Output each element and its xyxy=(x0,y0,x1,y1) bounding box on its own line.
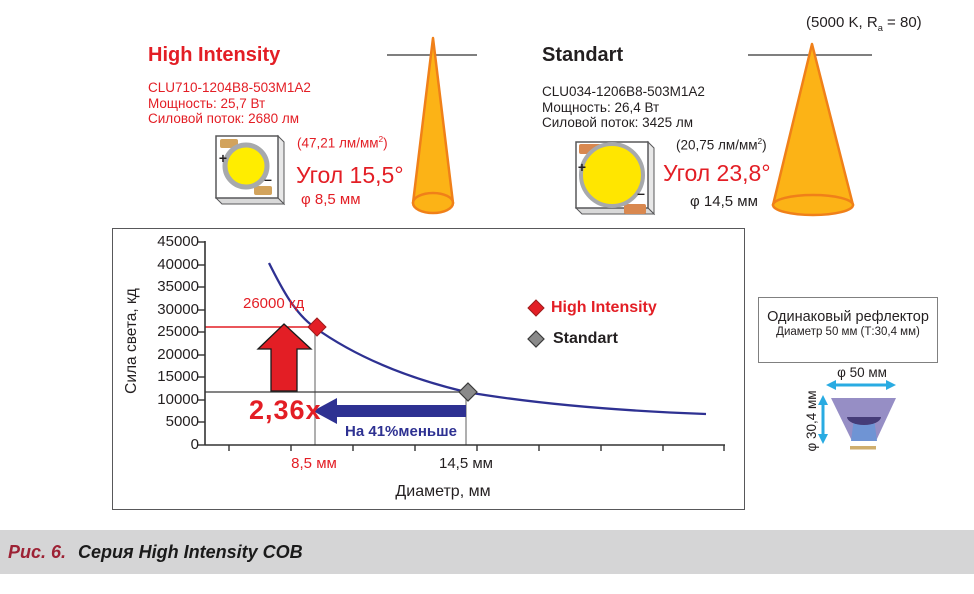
y-tick-40000: 40000 xyxy=(157,256,199,273)
y-tick-15000: 15000 xyxy=(157,368,199,385)
chip-emitter xyxy=(579,142,645,208)
reflector-led-dome xyxy=(847,417,881,425)
spec-note-pre: (5000 K, R xyxy=(806,14,878,31)
width-arrow-right-head xyxy=(886,380,896,390)
x-tick-marks xyxy=(228,445,725,451)
chip-side-face xyxy=(277,134,285,206)
y-tick-30000: 30000 xyxy=(157,301,199,318)
chip-plus-sign: + xyxy=(578,159,586,175)
standart-density-note: (20,75 лм/мм2) xyxy=(676,136,767,153)
cone-base xyxy=(411,191,455,215)
chip-side-face xyxy=(647,140,655,216)
standart-power: Мощность: 26,4 Вт xyxy=(542,100,660,115)
high-density-pre: (47,21 лм/мм xyxy=(297,135,379,151)
reflector-diagram xyxy=(818,380,896,450)
legend-label-standart: Standart xyxy=(553,330,618,347)
y-tick-0: 0 xyxy=(190,436,199,453)
cone-body xyxy=(771,42,855,207)
standart-density-sup: 2 xyxy=(757,136,763,146)
reduction-arrow-left xyxy=(313,398,466,424)
marker-standart xyxy=(458,382,478,402)
legend-marker-high-intensity xyxy=(527,299,545,317)
annotation-ratio-2_36x: 2,36x xyxy=(249,395,322,425)
reflector-box-subtitle: Диаметр 50 мм (Т:30,4 мм) xyxy=(776,326,920,338)
high-diameter-label: φ 8,5 мм xyxy=(301,191,361,208)
beam-cone-narrow-icon xyxy=(387,36,477,215)
high-density-post: ) xyxy=(383,135,388,151)
chip-minus-sign: – xyxy=(264,171,272,187)
reflector-note-box: Одинаковый рефлектор Диаметр 50 мм (Т:30… xyxy=(758,297,938,363)
y-tick-20000: 20000 xyxy=(157,346,199,363)
y-tick-10000: 10000 xyxy=(157,391,199,408)
color-spec-note: (5000 K, Ra = 80) xyxy=(806,14,922,33)
spec-note-sub: a xyxy=(877,23,883,33)
height-arrow-bottom-head xyxy=(818,434,828,444)
chip-bottom-face xyxy=(214,197,286,205)
figure-caption-text: Серия High Intensity COB xyxy=(78,541,303,562)
y-tick-25000: 25000 xyxy=(157,323,199,340)
beam-cone-wide-icon xyxy=(748,42,872,217)
cone-body xyxy=(411,36,455,205)
chart-area: 45000 40000 35000 30000 25000 20000 1500… xyxy=(112,228,745,510)
legend-label-high-intensity: High Intensity xyxy=(551,299,657,316)
annotation-26000cd: 26000 кд xyxy=(243,295,305,312)
chart-canvas xyxy=(198,241,725,451)
standart-density-post: ) xyxy=(762,137,767,153)
led-chip-standart-icon: + – xyxy=(574,140,656,216)
chip-emitter xyxy=(222,142,270,190)
x-tick-8_5mm: 8,5 мм xyxy=(291,455,337,472)
chip-pad-minus xyxy=(254,186,272,195)
legend-marker-standart xyxy=(527,330,545,348)
y-tick-35000: 35000 xyxy=(157,278,199,295)
figure-caption-bar: Рис. 6. Серия High Intensity COB xyxy=(0,530,974,574)
chip-plus-sign: + xyxy=(219,150,227,166)
y-tick-45000: 45000 xyxy=(157,233,199,250)
reflector-substrate xyxy=(850,446,876,450)
standart-title: Standart xyxy=(542,44,624,66)
annotation-41-percent-less: На 41%меньше xyxy=(345,423,457,440)
cone-base xyxy=(771,193,855,217)
x-axis-title: Диаметр, мм xyxy=(395,483,491,500)
y-tick-5000: 5000 xyxy=(165,413,199,430)
chip-pad-minus xyxy=(624,204,646,214)
standart-density-pre: (20,75 лм/мм xyxy=(676,137,758,153)
gain-arrow-up xyxy=(256,323,313,392)
reflector-box-title: Одинаковый рефлектор xyxy=(767,309,929,325)
high-density-note: (47,21 лм/мм2) xyxy=(297,134,388,151)
high-flux: Силовой поток: 2680 лм xyxy=(148,111,300,126)
chip-pad-plus xyxy=(220,139,238,148)
height-arrow-top-head xyxy=(818,395,828,405)
standart-angle-label: Угол 23,8° xyxy=(663,160,771,186)
y-tick-marks xyxy=(198,241,205,446)
high-part-number: CLU710-1204B8-503M1A2 xyxy=(148,80,311,95)
reflector-width-label: φ 50 мм xyxy=(837,365,887,380)
high-angle-label: Угол 15,5° xyxy=(296,162,404,188)
high-density-sup: 2 xyxy=(378,134,384,144)
standart-diameter-label: φ 14,5 мм xyxy=(690,193,758,210)
marker-high-intensity xyxy=(307,317,327,337)
standart-flux: Силовой поток: 3425 лм xyxy=(542,115,694,130)
y-axis-title: Сила света, кд xyxy=(123,288,140,394)
led-chip-high-icon: + – xyxy=(214,134,286,206)
standart-part-number: CLU034-1206B8-503M1A2 xyxy=(542,84,705,99)
spec-note-post: = 80) xyxy=(882,14,922,31)
x-tick-14_5mm: 14,5 мм xyxy=(439,455,493,472)
figure-number: Рис. 6. xyxy=(8,541,67,562)
high-intensity-title: High Intensity xyxy=(148,44,281,66)
width-arrow-left-head xyxy=(826,380,836,390)
intensity-curve xyxy=(267,262,707,416)
chip-minus-sign: – xyxy=(637,185,645,201)
high-power: Мощность: 25,7 Вт xyxy=(148,96,266,111)
